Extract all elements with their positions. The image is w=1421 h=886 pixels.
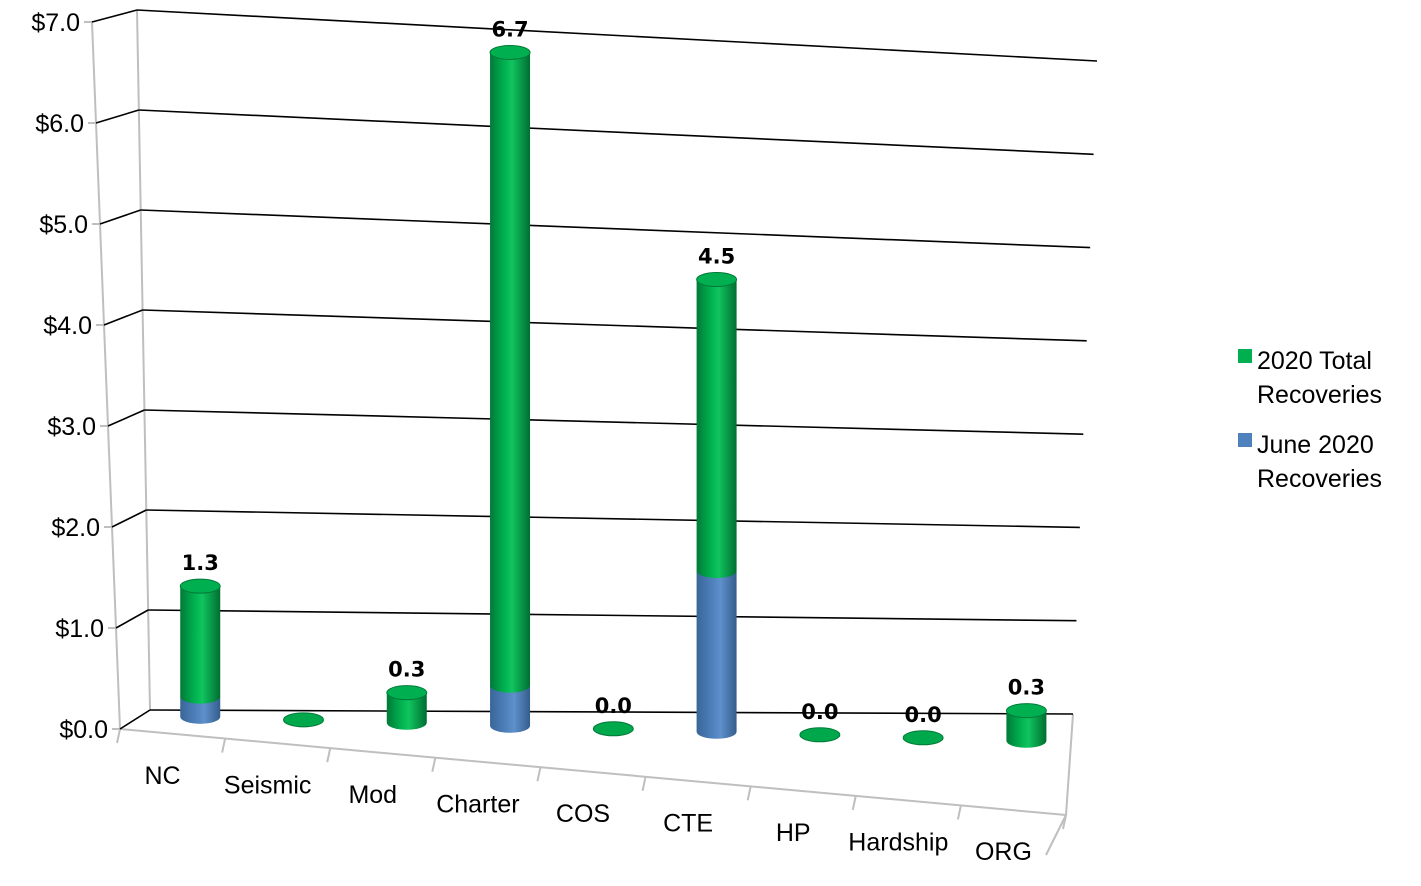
floor-right-tick: [1045, 814, 1067, 856]
bar-total: [696, 279, 737, 578]
legend: 2020 Total Recoveries June 2020 Recoveries: [1238, 347, 1382, 493]
y-tick-label: $4.0: [43, 312, 92, 340]
y-tick-label: $5.0: [39, 211, 88, 239]
bar-group-hp: [799, 727, 841, 743]
gridline: [148, 609, 1077, 622]
gridline-side: [111, 509, 147, 528]
y-tick-label: $3.0: [47, 413, 96, 441]
legend-swatch: [1238, 433, 1252, 447]
bar-group-cte: [696, 272, 738, 739]
y-tick-label: $0.0: [59, 716, 108, 744]
x-tick-label: ORG: [975, 838, 1032, 866]
legend-label: Recoveries: [1257, 381, 1382, 409]
data-label: 4.5: [698, 245, 735, 269]
x-tick-label: Mod: [348, 781, 397, 809]
bar-total: [1006, 710, 1047, 748]
x-tick-mark: [116, 728, 121, 744]
bars: [179, 44, 1047, 748]
bar-group-org: [1005, 703, 1047, 748]
bar-group-nc: [179, 578, 221, 724]
bar-group-hardship: [902, 730, 944, 746]
x-tick-mark: [851, 795, 857, 811]
bar-top: [386, 685, 428, 701]
legend-label: June 2020: [1257, 431, 1374, 459]
bar-zero: [283, 712, 325, 728]
x-tick-mark: [641, 776, 647, 791]
data-label: 0.0: [801, 700, 838, 724]
x-axis: [119, 728, 1067, 816]
bar-group-seismic: [283, 712, 325, 728]
data-label: 6.7: [491, 17, 528, 41]
data-label: 0.0: [595, 694, 632, 718]
gridline: [140, 209, 1091, 249]
y-tick-label: $6.0: [35, 110, 84, 138]
x-tick-mark: [746, 786, 752, 801]
bar-top: [489, 44, 531, 60]
y-axis-back-edge: [136, 9, 151, 711]
bar-top: [1005, 703, 1047, 719]
x-tick-label: CTE: [663, 810, 713, 838]
data-label: 0.3: [388, 658, 425, 682]
bar-zero: [799, 727, 841, 743]
x-tick-label: NC: [145, 762, 181, 790]
bar-zero: [592, 721, 634, 737]
bar-group-cos: [592, 721, 634, 737]
gridline: [146, 509, 1080, 529]
axes: $0.0 $1.0 $2.0 $3.0 $4.0 $5.0 $6.0 $7.0 NC Seismi…: [31, 9, 1074, 866]
x-tick-mark: [431, 757, 437, 772]
gridline-side: [91, 9, 138, 23]
floor-right-edge: [1065, 713, 1074, 816]
y-tick-label: $2.0: [51, 514, 100, 542]
gridlines: [91, 9, 1098, 730]
x-tick-mark: [221, 738, 227, 753]
data-labels: 1.3 0.3 6.7 0.0 4.5 0.0 0.0 0.3: [182, 17, 1045, 726]
gridline-side: [103, 309, 143, 326]
gridline: [144, 409, 1084, 435]
x-tick-label: Hardship: [848, 829, 948, 857]
bar-top: [696, 272, 738, 288]
x-tick-mark: [1062, 814, 1067, 830]
gridline-side: [115, 609, 149, 629]
x-tick-label: Charter: [436, 790, 519, 818]
bar-group-charter: [489, 44, 531, 733]
bar-june: [490, 685, 531, 733]
legend-label: 2020 Total: [1257, 347, 1372, 375]
data-label: 0.0: [905, 703, 942, 727]
gridline: [149, 709, 1074, 715]
data-label: 1.3: [182, 551, 219, 575]
x-tick-mark: [956, 805, 962, 820]
y-tick-label: $1.0: [55, 615, 104, 643]
legend-label: Recoveries: [1257, 465, 1382, 493]
gridline-side: [107, 409, 145, 427]
x-tick-label: HP: [776, 819, 811, 847]
gridline-side: [95, 109, 140, 124]
x-tick-mark: [326, 747, 332, 763]
bar-total: [490, 52, 531, 693]
bar-total: [180, 586, 221, 704]
gridline: [138, 109, 1094, 156]
bar-total: [386, 692, 427, 730]
gridline-side: [99, 209, 141, 225]
x-tick-mark: [536, 767, 542, 782]
y-axis-front-edge: [91, 21, 121, 730]
bar-june: [696, 570, 737, 739]
bar-zero: [902, 730, 944, 746]
legend-item: 2020 Total Recoveries: [1238, 347, 1382, 409]
legend-swatch: [1238, 349, 1252, 363]
gridline-side: [119, 709, 151, 730]
y-tick-label: $7.0: [31, 9, 80, 37]
x-tick-label: COS: [556, 800, 610, 828]
gridline: [142, 309, 1087, 342]
bar-group-mod: [386, 685, 428, 730]
data-label: 0.3: [1008, 676, 1045, 700]
x-tick-label: Seismic: [224, 771, 312, 799]
gridline: [136, 9, 1098, 62]
bar-top: [179, 578, 221, 594]
bar-june: [180, 696, 221, 724]
legend-item: June 2020 Recoveries: [1238, 431, 1382, 493]
